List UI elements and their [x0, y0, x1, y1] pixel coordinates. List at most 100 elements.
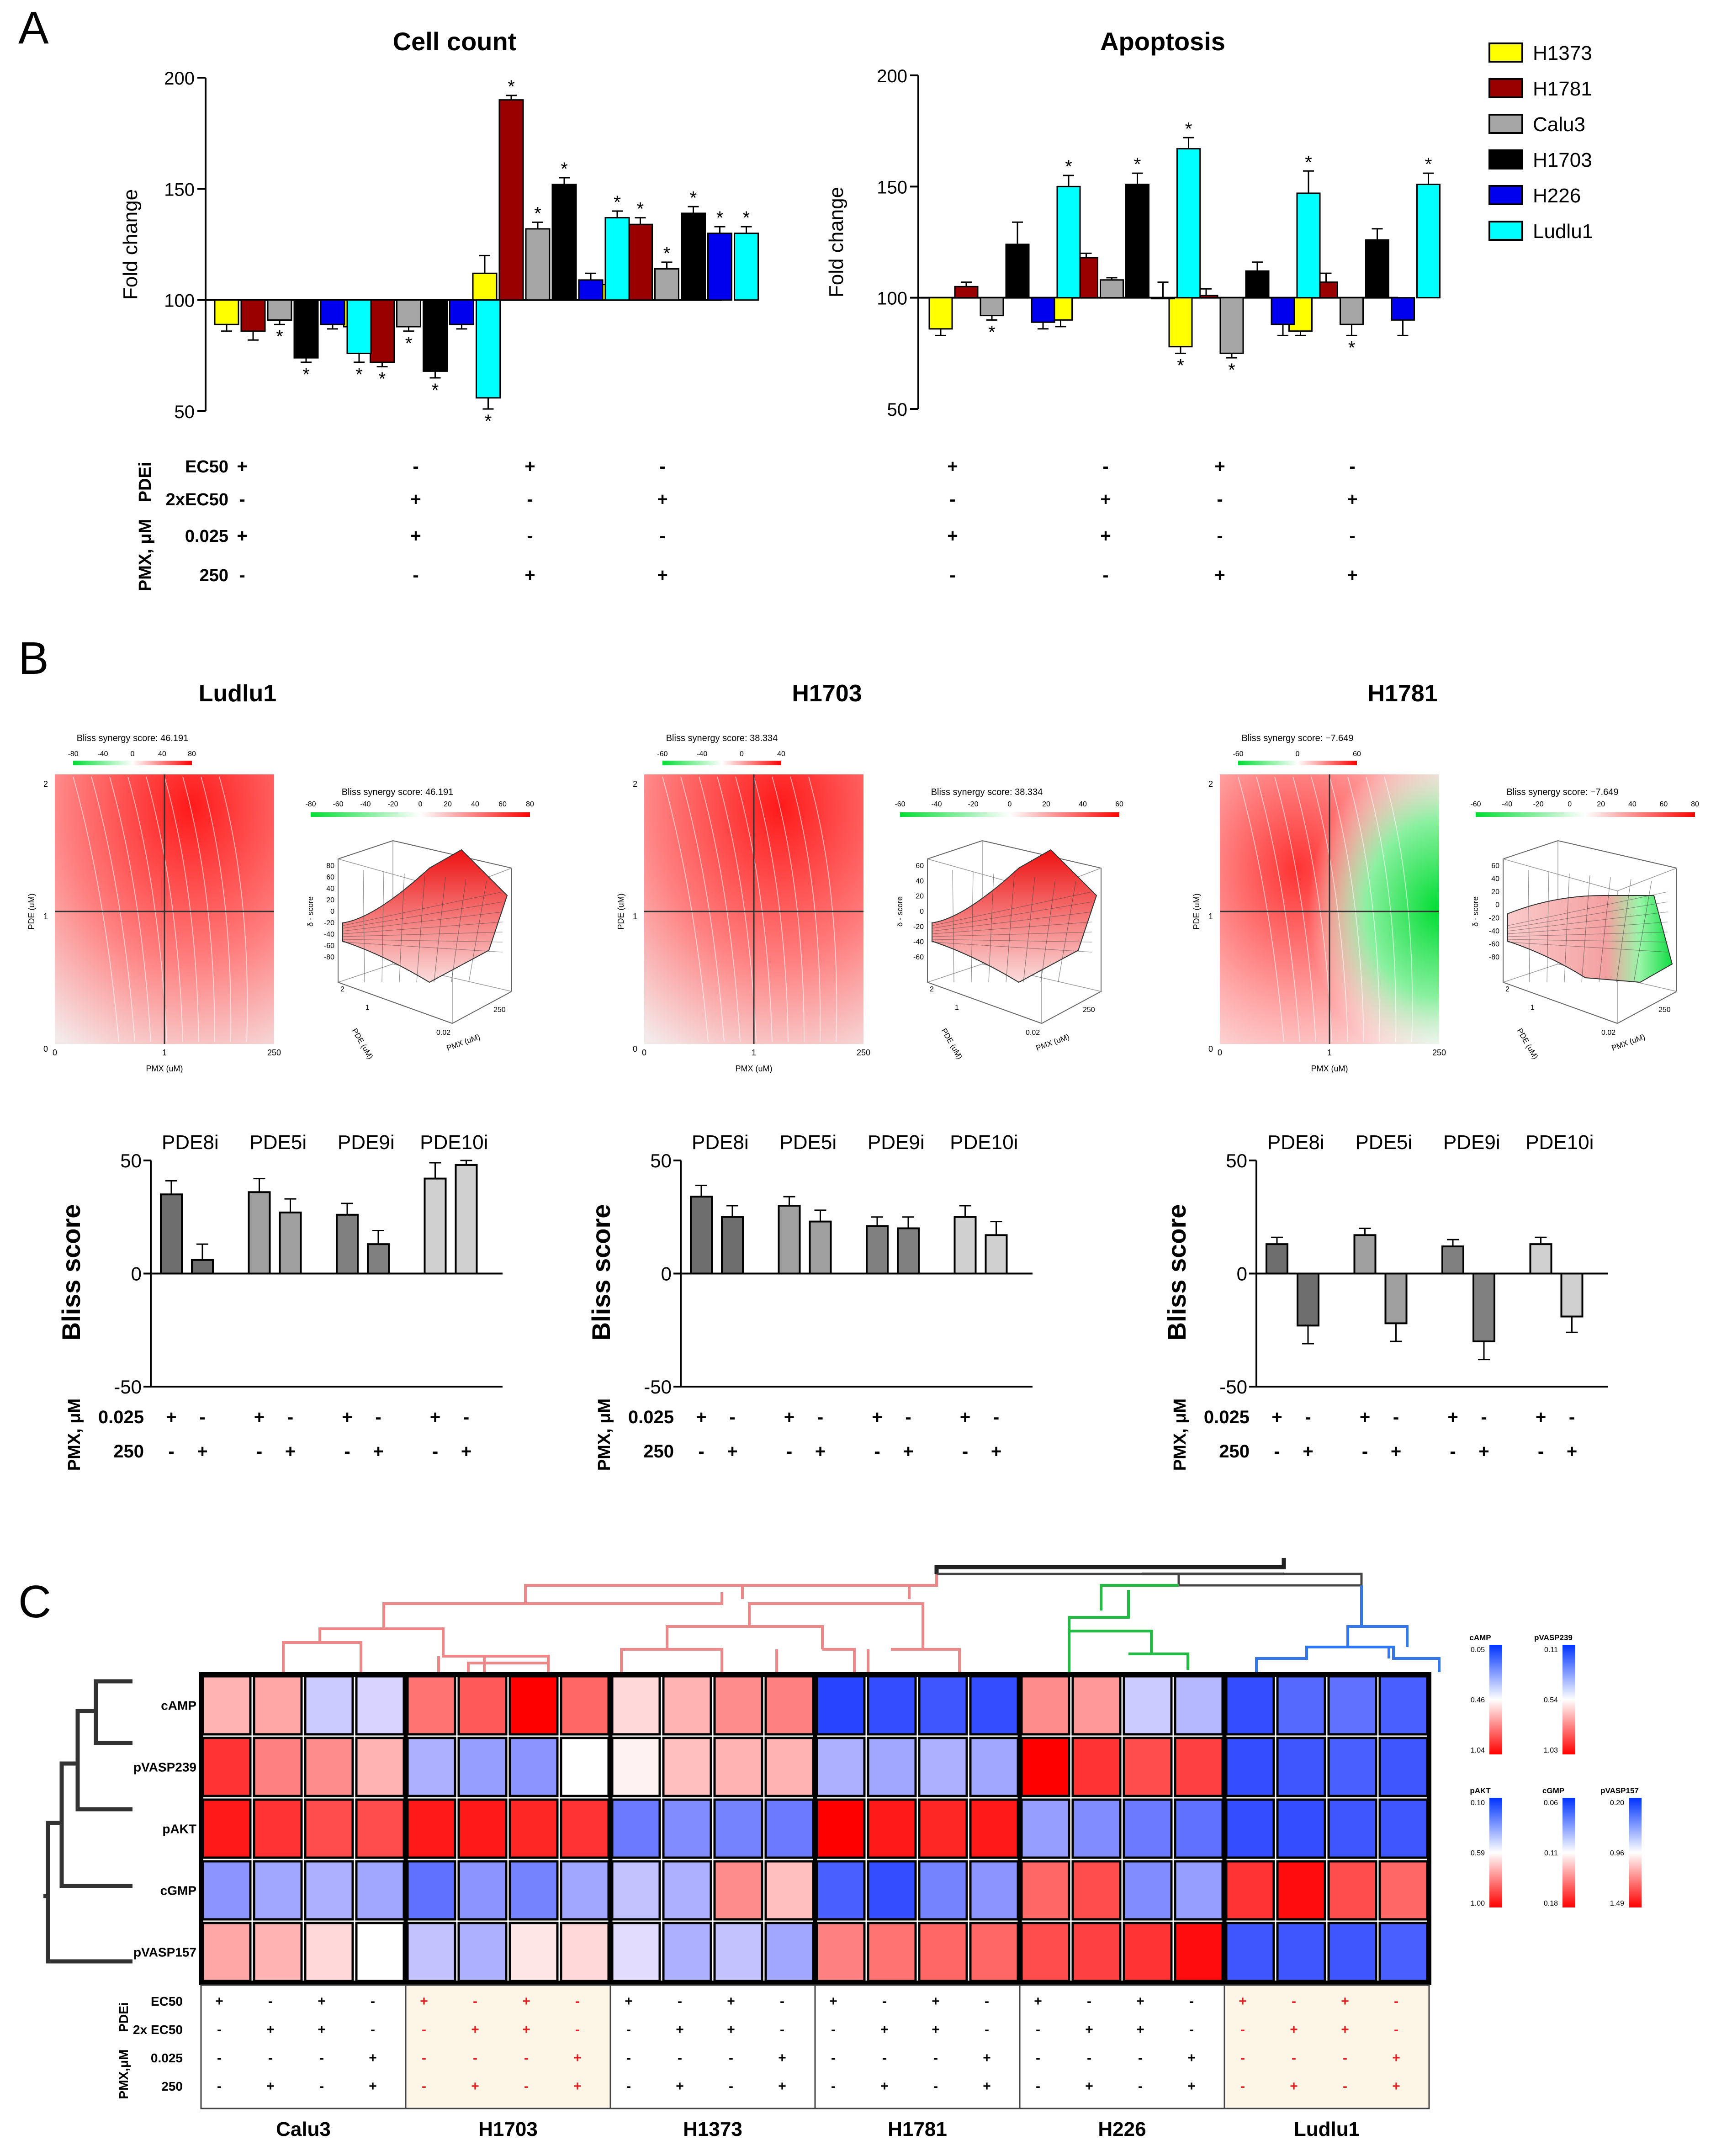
scale-bar: [1563, 1645, 1575, 1754]
heatmap-condition-mark: +: [1341, 1994, 1349, 2009]
heatmap-cell: [662, 1737, 712, 1797]
heatmap-condition-mark: -: [1087, 2050, 1091, 2066]
bliss-bar: [336, 1213, 359, 1275]
surface-scale-tick: 80: [1691, 800, 1699, 808]
heatmap-cell: [1071, 1860, 1122, 1921]
scale-tick: 1.03: [1544, 1747, 1558, 1754]
bar: [476, 299, 501, 399]
bar: [293, 299, 319, 359]
bliss-y-tick-label: 50: [120, 1150, 142, 1171]
legend-label: H1781: [1533, 78, 1592, 100]
bliss-pmx-mark: +: [991, 1441, 1001, 1462]
bliss-pmx-mark: +: [285, 1441, 296, 1462]
contour-x-tick: 0: [1218, 1048, 1222, 1057]
heatmap-condition-mark: +: [932, 2022, 940, 2037]
heatmap-cell: [1174, 1675, 1224, 1736]
synergy-surface: [932, 849, 1097, 983]
score-scale: [662, 761, 781, 765]
surface-grid: [1616, 879, 1631, 983]
surface-y-label: PDE (uM): [350, 1027, 375, 1061]
contour-y-label: PDE (uM): [616, 893, 625, 929]
heatmap-cell: [816, 1737, 866, 1797]
bliss-y-tick-label: 50: [650, 1150, 672, 1171]
heatmap-cell: [764, 1737, 815, 1797]
heatmap-cell: [457, 1798, 508, 1859]
heatmap-cell: [1071, 1922, 1122, 1982]
bliss-bar: [985, 1234, 1008, 1275]
synergy-maps: Ludlu1 Bliss synergy score: 46.191 -80 -40 0…: [27, 680, 1699, 1073]
bliss-pmx-mark: +: [727, 1441, 737, 1462]
condition-mark: -: [949, 565, 955, 585]
heatmap-condition-mark: +: [880, 2079, 889, 2094]
heatmap-cell: [406, 1675, 456, 1736]
z-tick: -40: [324, 931, 334, 938]
heatmap-cell: [1276, 1922, 1326, 1982]
heatmap-group-label: H1781: [888, 2118, 947, 2140]
significance-mark: *: [1305, 152, 1312, 172]
heatmap-cell: [355, 1922, 405, 1982]
heatmap-condition-mark: +: [676, 2022, 684, 2037]
significance-mark: *: [1185, 119, 1192, 139]
heatmap-cell: [201, 1798, 252, 1859]
heatmap-cell: [867, 1798, 917, 1859]
bliss-bar: [367, 1243, 390, 1275]
synergy-title: Ludlu1: [199, 680, 276, 707]
heatmap-condition-mark: -: [1292, 1994, 1296, 2009]
contour-line: [1311, 776, 1348, 1042]
heatmap-condition-mark: -: [575, 1994, 580, 2009]
surface-scale-tick: -60: [333, 800, 343, 808]
scale-tick: 0.59: [1471, 1849, 1485, 1857]
surface-grid: [399, 873, 405, 983]
bliss-pmx-group: PMX, μM: [595, 1398, 614, 1471]
z-axis-label: δ - score: [895, 896, 904, 927]
surface-grid: [1633, 880, 1652, 983]
heatmap-cell: [253, 1798, 303, 1859]
z-tick: 60: [916, 862, 924, 870]
contour-y-label: PDE (uM): [1192, 893, 1201, 929]
heatmap-cell: [867, 1675, 917, 1736]
heatmap-condition-mark: +: [573, 2079, 582, 2094]
heatmap-cell: [406, 1798, 456, 1859]
contour-line: [1384, 776, 1413, 1042]
heatmap-cell: [560, 1675, 610, 1736]
contour-x-tick: 0: [53, 1048, 57, 1057]
heatmap-cell: [611, 1737, 661, 1797]
surface-scale-tick: 80: [526, 800, 534, 808]
bliss-pmx-mark: -: [905, 1407, 911, 1427]
heatmap-cell: [304, 1860, 354, 1921]
heatmap-condition-mark: +: [625, 1994, 633, 2009]
bar: [370, 299, 395, 363]
significance-mark: *: [405, 334, 413, 354]
heatmap-condition-mark: -: [729, 2050, 733, 2066]
condition-mark: +: [947, 456, 958, 477]
heatmap-condition-mark: -: [268, 1994, 273, 2009]
bar: [1151, 297, 1175, 300]
heatmap-cell: [304, 1675, 354, 1736]
bliss-pmx-mark: -: [786, 1441, 792, 1462]
bliss-pmx-mark: +: [1271, 1407, 1282, 1427]
heatmap-cell: [457, 1675, 508, 1736]
bar: [525, 228, 551, 301]
y-axis-label: Fold change: [119, 189, 142, 300]
heatmap-cell: [508, 1675, 559, 1736]
surface-grid: [1528, 869, 1530, 983]
heatmap-cell: [611, 1798, 661, 1859]
heatmap-cell: [713, 1798, 763, 1859]
heatmap-condition-mark: +: [778, 2050, 786, 2066]
z-tick: -80: [1489, 954, 1499, 961]
bliss-category: PDE5i: [779, 1131, 837, 1154]
heatmap-cell: [355, 1798, 405, 1859]
heatmap-condition-mark: -: [422, 2079, 426, 2094]
legend-label: H1373: [1533, 42, 1592, 64]
bar: [1296, 192, 1321, 299]
significance-mark: *: [561, 159, 568, 179]
scale-tick: 0.11: [1544, 1849, 1558, 1857]
z-tick: -20: [1489, 914, 1499, 922]
heatmap-cell: [1378, 1922, 1429, 1982]
bliss-bar: [1353, 1234, 1377, 1275]
contour-x-tick: 1: [162, 1048, 167, 1057]
heatmap-condition-label: 0.025: [151, 2051, 183, 2065]
bliss-y-tick-label: -50: [1219, 1376, 1247, 1398]
bar: [1168, 297, 1193, 348]
